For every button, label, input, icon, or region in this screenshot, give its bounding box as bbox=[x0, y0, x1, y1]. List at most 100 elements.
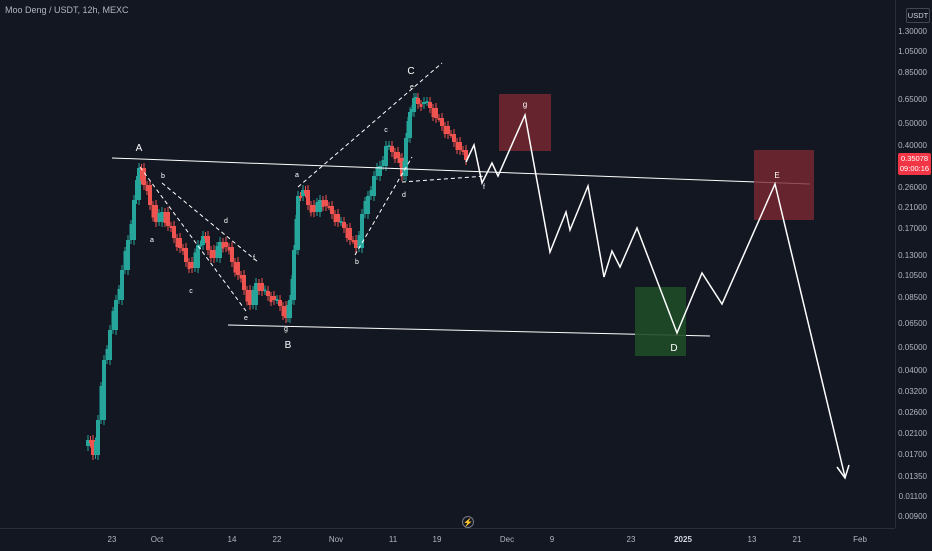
price-tick: 0.04000 bbox=[898, 366, 927, 375]
candle-body bbox=[458, 142, 462, 150]
sub-g2-label: g bbox=[523, 100, 527, 109]
candle-body bbox=[154, 205, 158, 222]
candle-body bbox=[212, 250, 216, 258]
price-tick: 0.05000 bbox=[898, 343, 927, 352]
candle-body bbox=[306, 190, 310, 205]
candle-body bbox=[428, 102, 432, 108]
candle-body bbox=[266, 291, 270, 296]
candle-body bbox=[461, 150, 465, 152]
candle-body bbox=[123, 251, 127, 270]
candle-body bbox=[449, 134, 453, 136]
wedge-upper-dash[interactable] bbox=[297, 62, 443, 188]
candle-body bbox=[366, 196, 370, 214]
wave-d-label: D bbox=[670, 343, 677, 354]
candle-body bbox=[464, 150, 468, 160]
sub-c2-label: c bbox=[384, 127, 388, 134]
candle-body bbox=[422, 102, 426, 104]
last-price-value: 0.35078 bbox=[900, 154, 929, 163]
time-tick: 11 bbox=[388, 535, 398, 544]
flash-icon[interactable]: ⚡ bbox=[462, 516, 474, 528]
candle-body bbox=[296, 196, 300, 250]
candle-body bbox=[263, 289, 267, 292]
candle-body bbox=[455, 142, 459, 150]
candle-body bbox=[157, 213, 161, 222]
sub-f1-label: f bbox=[253, 255, 255, 262]
candle-body bbox=[209, 250, 213, 258]
candle-body bbox=[120, 270, 124, 300]
candle-body bbox=[260, 283, 264, 291]
candle-body bbox=[281, 306, 285, 316]
price-tick: 0.26000 bbox=[898, 183, 927, 192]
lower-trendline[interactable] bbox=[227, 324, 711, 337]
sub-e2-label: e bbox=[410, 84, 414, 91]
sub-g1-label: g bbox=[284, 326, 288, 333]
candle-body bbox=[321, 200, 325, 207]
channel-1-lower-dash[interactable] bbox=[139, 166, 247, 312]
resistance-zone-g[interactable] bbox=[499, 94, 551, 151]
candle-body bbox=[254, 283, 258, 305]
candle-body bbox=[301, 190, 305, 196]
candle-body bbox=[108, 330, 112, 360]
price-tick: 0.00900 bbox=[898, 512, 927, 521]
candle-body bbox=[117, 289, 121, 300]
sub-b2-label: b bbox=[355, 259, 359, 266]
price-tick: 0.40000 bbox=[898, 141, 927, 150]
candle-body bbox=[114, 300, 118, 330]
candle-body bbox=[354, 240, 358, 248]
candle-body bbox=[275, 299, 279, 301]
candle-body bbox=[408, 112, 412, 138]
time-tick: 19 bbox=[432, 535, 442, 544]
candle-body bbox=[99, 386, 103, 420]
chart-area[interactable]: A B C D E a b c d e f g a b c d e f g Mo… bbox=[0, 0, 895, 528]
currency-badge[interactable]: USDT bbox=[906, 8, 930, 23]
candle-body bbox=[169, 226, 173, 228]
candle-body bbox=[187, 262, 191, 269]
price-tick: 0.85000 bbox=[898, 68, 927, 77]
candle-body bbox=[419, 104, 423, 107]
candle-body bbox=[132, 200, 136, 240]
price-tick: 0.02600 bbox=[898, 408, 927, 417]
support-zone-d[interactable] bbox=[635, 287, 686, 356]
wedge-lower-dash[interactable] bbox=[354, 156, 413, 256]
sub-d2-label: d bbox=[402, 192, 406, 199]
candle-body bbox=[221, 242, 225, 249]
candle-body bbox=[230, 247, 234, 262]
time-tick: Dec bbox=[499, 535, 515, 544]
candle-body bbox=[393, 152, 397, 159]
candle-body bbox=[199, 244, 202, 247]
candle-body bbox=[327, 206, 331, 208]
candle-body bbox=[434, 108, 438, 118]
time-tick: 21 bbox=[792, 535, 802, 544]
candle-body bbox=[129, 224, 133, 240]
candle-body bbox=[193, 252, 197, 268]
sub-c1-label: c bbox=[189, 288, 193, 295]
time-axis[interactable]: 23 Oct 14 22 Nov 11 19 Dec 9 23 2025 13 21 Feb bbox=[0, 528, 895, 551]
price-chart[interactable]: A B C D E a b c d e f g a b c d e f g bbox=[0, 0, 895, 528]
candle-body bbox=[443, 126, 447, 134]
price-tick: 1.05000 bbox=[898, 47, 927, 56]
candle-body bbox=[363, 201, 367, 214]
wave-c-label: C bbox=[407, 66, 414, 77]
candle-body bbox=[148, 185, 152, 205]
candle-body bbox=[142, 168, 146, 185]
candle-body bbox=[175, 238, 179, 247]
candle-body bbox=[135, 180, 138, 200]
candle-body bbox=[94, 441, 97, 455]
candle-body bbox=[111, 311, 115, 330]
candle-body bbox=[372, 176, 376, 196]
wave-a-label: A bbox=[136, 143, 143, 154]
candle-body bbox=[375, 167, 379, 176]
symbol-title[interactable]: Moo Deng / USDT, 12h, MEXC bbox=[5, 5, 129, 15]
candle-body bbox=[151, 205, 155, 218]
sub-a2-label: a bbox=[295, 172, 299, 179]
candle-body bbox=[318, 200, 322, 212]
wedge-base-dash[interactable] bbox=[401, 175, 487, 183]
projection-path[interactable] bbox=[465, 112, 846, 478]
candle-body bbox=[172, 226, 176, 238]
upper-trendline[interactable] bbox=[111, 157, 811, 185]
candle-body bbox=[333, 214, 337, 222]
price-tick: 1.30000 bbox=[898, 27, 927, 36]
candle-body bbox=[278, 300, 282, 306]
candle-body bbox=[96, 420, 100, 455]
price-axis[interactable]: USDT 1.30000 1.05000 0.85000 0.65000 0.50000… bbox=[895, 0, 932, 528]
